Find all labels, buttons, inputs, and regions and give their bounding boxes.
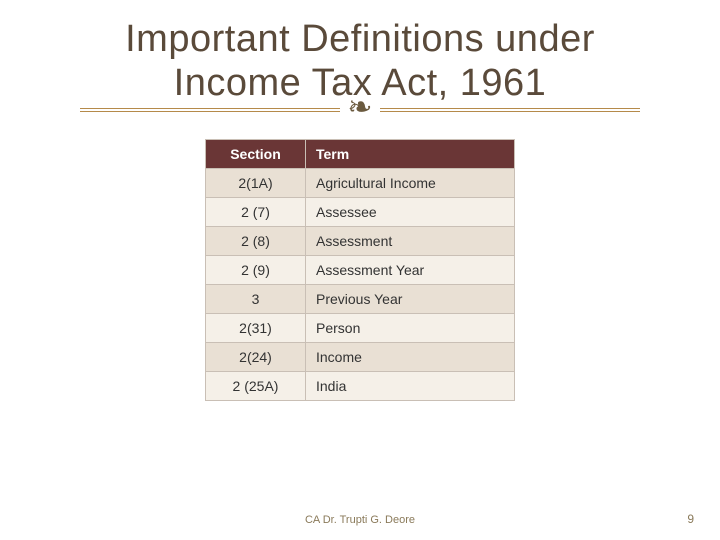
cell-section: 2 (9) (206, 256, 306, 285)
cell-term: Income (306, 343, 515, 372)
cell-term: Person (306, 314, 515, 343)
definitions-table-wrap: Section Term 2(1A) Agricultural Income 2… (205, 139, 515, 401)
slide-title: Important Definitions under Income Tax A… (0, 0, 720, 105)
cell-section: 2(31) (206, 314, 306, 343)
cell-section: 2(1A) (206, 169, 306, 198)
table-row: 3 Previous Year (206, 285, 515, 314)
col-header-section: Section (206, 140, 306, 169)
table-row: 2(1A) Agricultural Income (206, 169, 515, 198)
table-row: 2(31) Person (206, 314, 515, 343)
definitions-table: Section Term 2(1A) Agricultural Income 2… (205, 139, 515, 401)
cell-section: 2 (8) (206, 227, 306, 256)
table-row: 2 (9) Assessment Year (206, 256, 515, 285)
divider-right (380, 109, 640, 111)
title-divider: ❧ (0, 101, 720, 119)
cell-term: Assessment (306, 227, 515, 256)
cell-term: Previous Year (306, 285, 515, 314)
table-row: 2 (7) Assessee (206, 198, 515, 227)
table-header-row: Section Term (206, 140, 515, 169)
flourish-icon: ❧ (340, 99, 380, 117)
divider-left (80, 109, 340, 111)
title-line-1: Important Definitions under (125, 18, 595, 60)
page-number: 9 (687, 512, 694, 526)
col-header-term: Term (306, 140, 515, 169)
footer-author: CA Dr. Trupti G. Deore (0, 514, 720, 526)
cell-term: Agricultural Income (306, 169, 515, 198)
cell-section: 3 (206, 285, 306, 314)
table-row: 2 (8) Assessment (206, 227, 515, 256)
table-row: 2(24) Income (206, 343, 515, 372)
cell-term: Assessee (306, 198, 515, 227)
cell-section: 2 (25A) (206, 372, 306, 401)
cell-section: 2 (7) (206, 198, 306, 227)
cell-term: India (306, 372, 515, 401)
cell-term: Assessment Year (306, 256, 515, 285)
cell-section: 2(24) (206, 343, 306, 372)
table-row: 2 (25A) India (206, 372, 515, 401)
